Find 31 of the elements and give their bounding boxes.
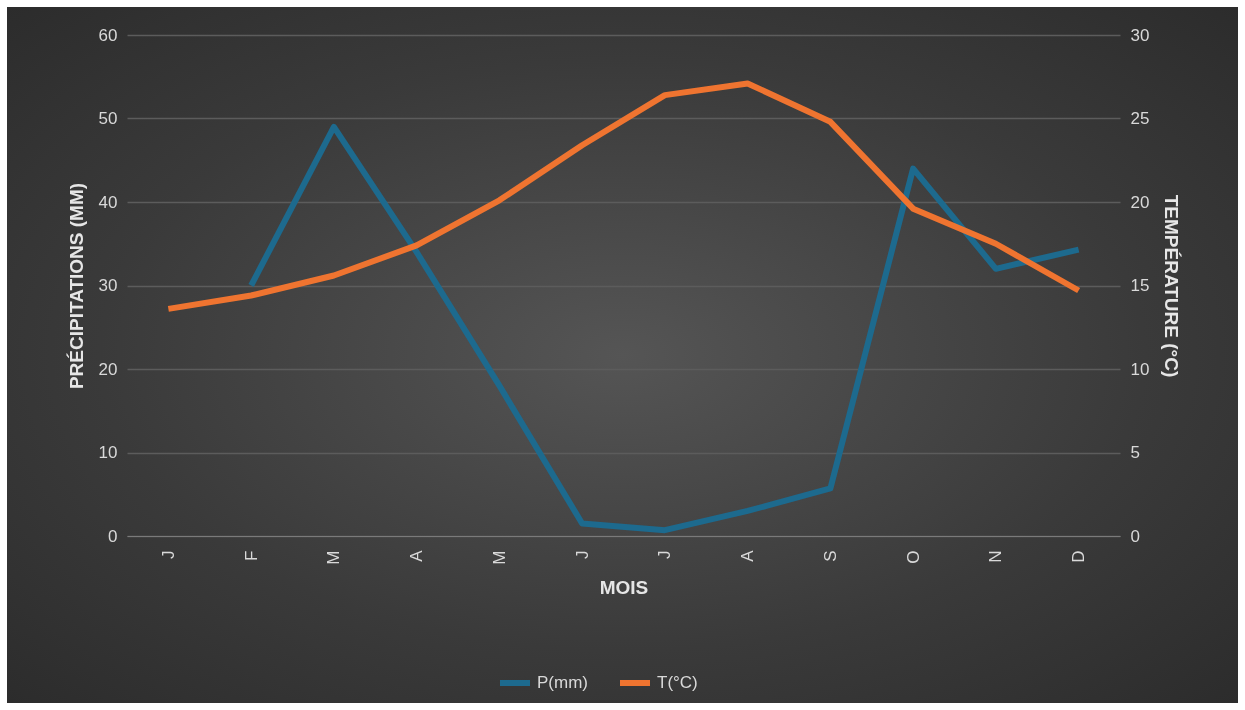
y-tick-label: 30 (98, 276, 118, 295)
y2-tick-label: 25 (1130, 109, 1150, 128)
y2-tick-label: 5 (1130, 443, 1140, 462)
x-tick-label: S (820, 550, 840, 562)
y2-tick-label: 20 (1130, 192, 1150, 212)
x-tick-label: A (407, 549, 427, 562)
x-tick-label: D (1069, 550, 1089, 563)
y2-axis-title: TEMPÉRATURE (°C) (1161, 194, 1183, 378)
y-tick-label: 0 (108, 526, 118, 546)
y-tick-label: 10 (98, 443, 118, 462)
x-tick-label: M (489, 550, 509, 565)
legend-label: T(°C) (657, 673, 698, 692)
x-tick-label: J (158, 550, 178, 559)
y2-tick-label: 15 (1130, 276, 1150, 295)
x-axis-title: MOIS (599, 576, 649, 598)
y-tick-label: 60 (98, 25, 118, 45)
y-axis-title: PRÉCIPITATIONS (MM) (65, 182, 87, 390)
legend-label: P(mm) (537, 673, 588, 692)
x-tick-label: M (324, 550, 344, 565)
y2-tick-label: 10 (1130, 359, 1150, 379)
x-tick-label: A (738, 549, 758, 562)
x-tick-label: J (655, 550, 675, 559)
y2-tick-label: 30 (1130, 25, 1150, 45)
y2-tick-label: 0 (1130, 526, 1140, 546)
y-tick-label: 50 (98, 109, 118, 128)
y-tick-label: 20 (98, 359, 118, 379)
y-tick-label: 40 (98, 192, 118, 212)
x-tick-label: N (986, 550, 1006, 563)
x-tick-label: O (903, 550, 923, 564)
x-tick-label: J (572, 550, 592, 559)
x-tick-label: F (241, 550, 261, 561)
